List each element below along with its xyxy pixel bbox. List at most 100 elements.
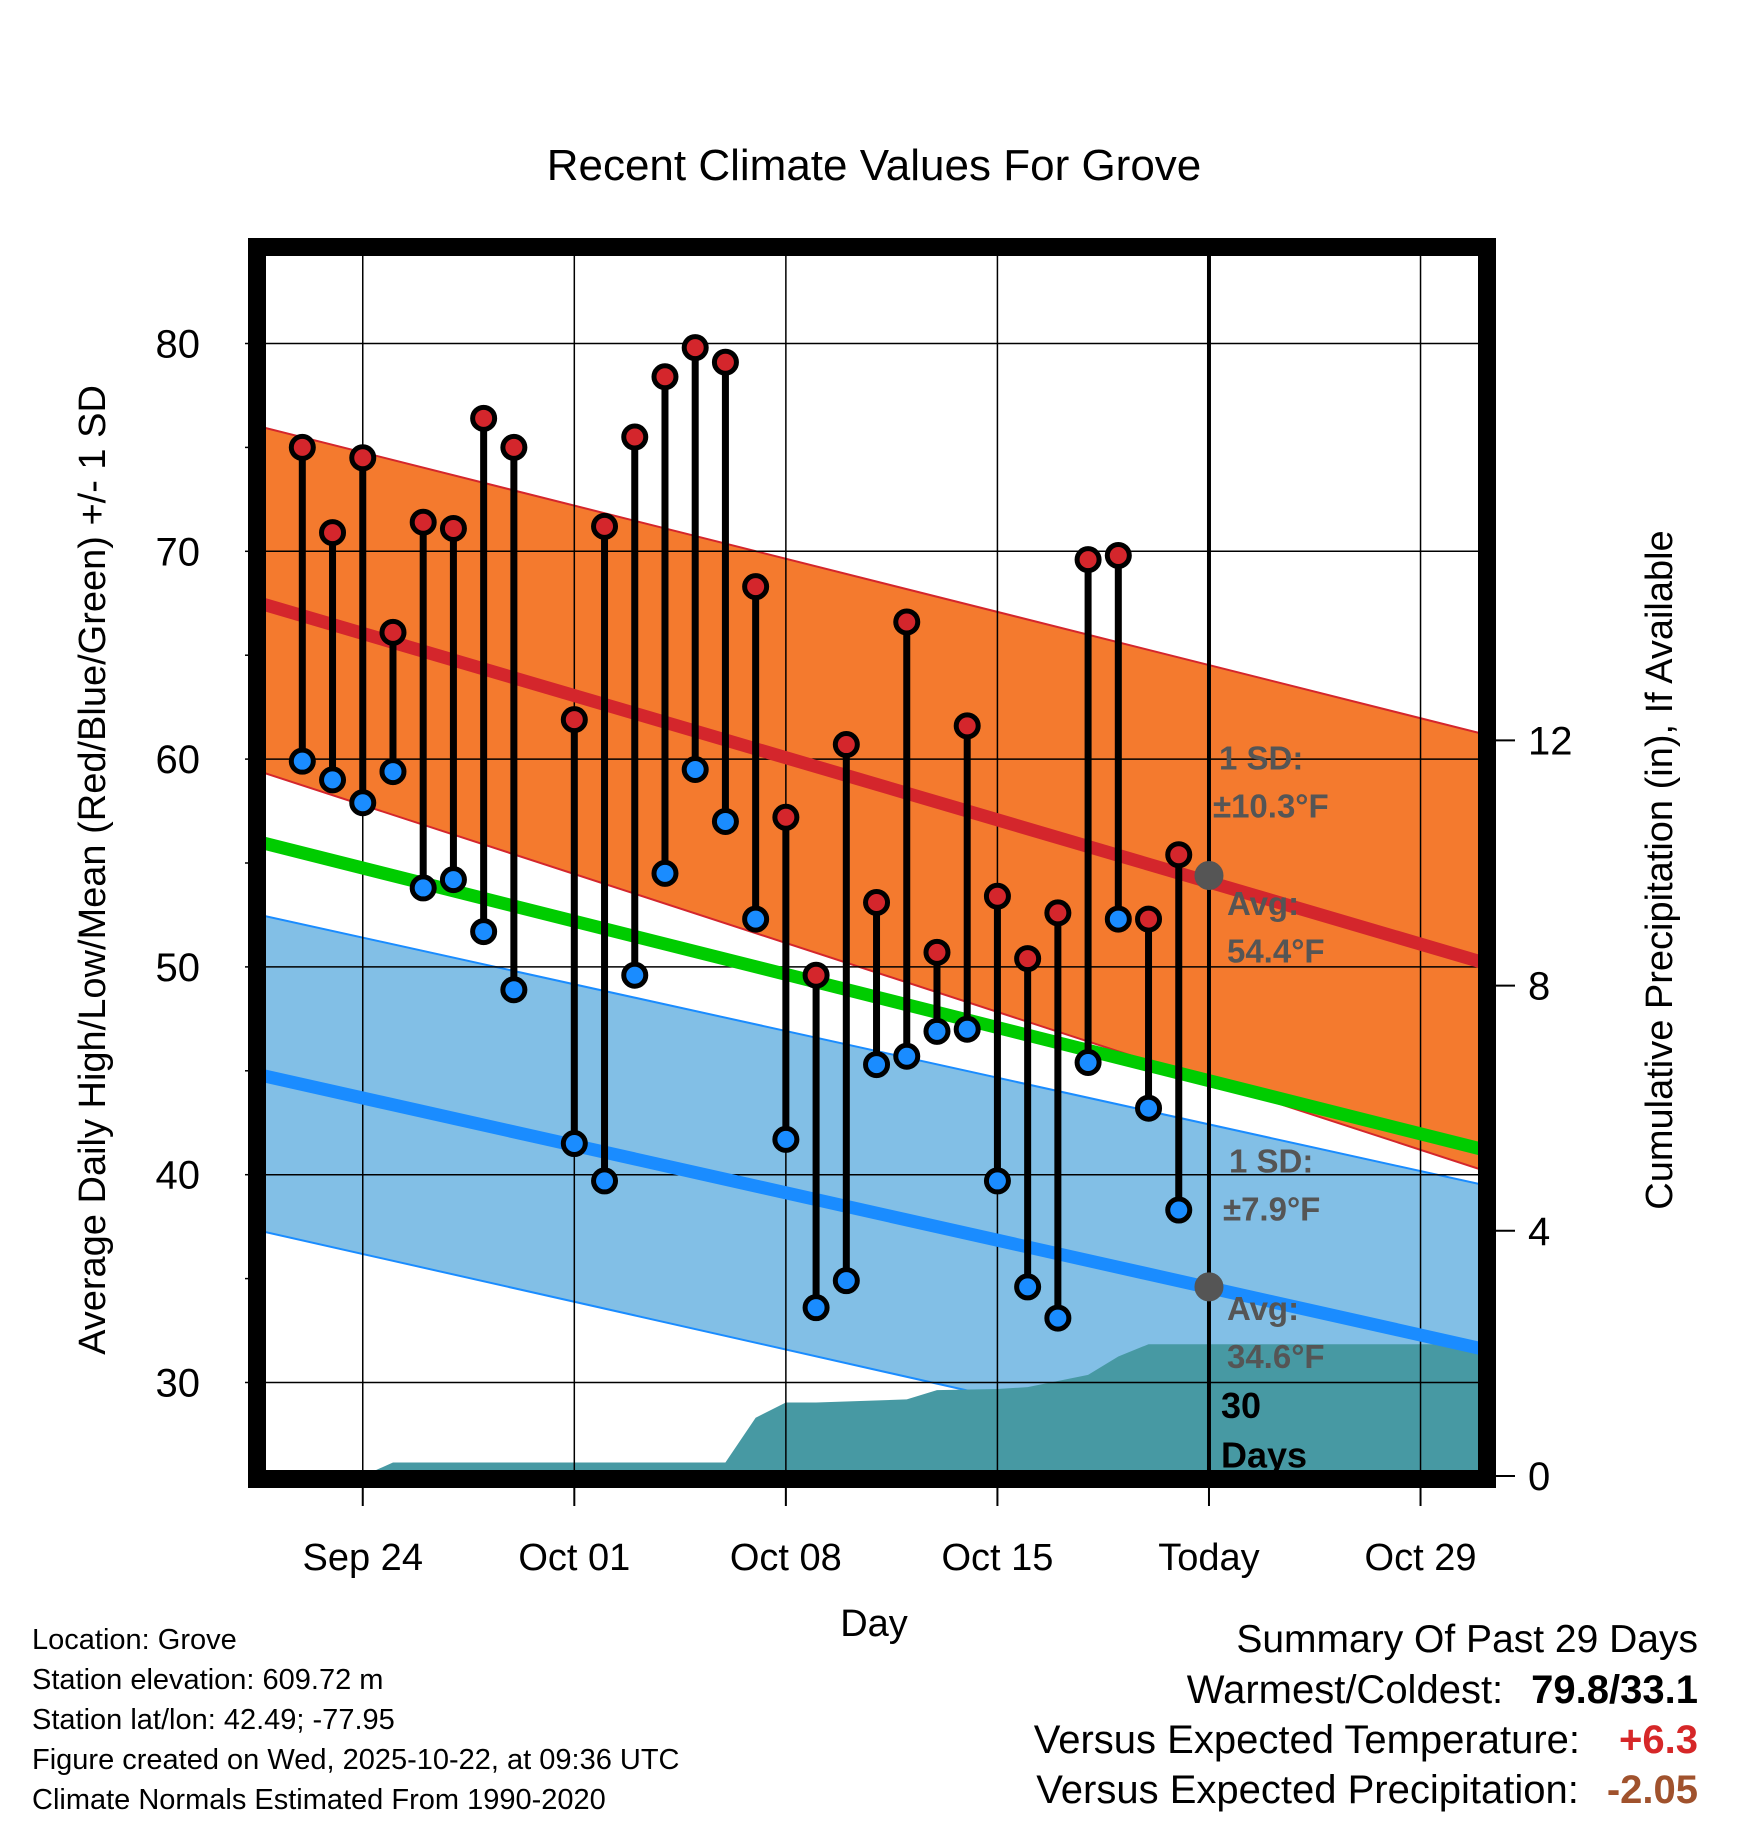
plot-frame: [248, 238, 1496, 1488]
low-avg-value: 34.6°F: [1227, 1338, 1325, 1375]
y-tick-label-left: 40: [156, 1154, 201, 1198]
summary-panel: Summary Of Past 29 Days Warmest/Coldest:…: [1034, 1615, 1698, 1815]
daily-high-point: [863, 888, 891, 916]
high-sd-upper-edge: [260, 425, 1484, 736]
daily-high-point: [621, 423, 649, 451]
daily-low-point: [832, 1267, 860, 1295]
daily-high-point: [772, 803, 800, 831]
daily-high-point: [681, 334, 709, 362]
x-tick-label: Sep 24: [303, 1537, 423, 1579]
y-tick-label-right: 8: [1528, 965, 1550, 1009]
daily-high-point: [1135, 905, 1163, 933]
high-avg-label: Avg:: [1227, 885, 1299, 922]
daily-low-point: [1135, 1094, 1163, 1122]
daily-high-point: [591, 512, 619, 540]
x-tick-label: Oct 29: [1365, 1537, 1477, 1579]
daily-low-point: [863, 1051, 891, 1079]
location-text: Location: Grove: [32, 1624, 237, 1656]
low-sd-value: ±7.9°F: [1223, 1190, 1320, 1227]
temp-value: +6.3: [1619, 1718, 1698, 1762]
low-normal-line: [260, 1068, 1484, 1356]
today-low-avg-marker: [1194, 1272, 1224, 1302]
daily-high-point: [711, 348, 739, 376]
daily-low-point: [1074, 1048, 1102, 1076]
y-tick-label-left: 60: [156, 738, 201, 782]
y-tick-label-left: 70: [156, 530, 201, 574]
daily-high-point: [953, 712, 981, 740]
y-tick-label-right: 0: [1528, 1455, 1550, 1499]
daily-high-point: [470, 404, 498, 432]
low-sd-label: 1 SD:: [1229, 1143, 1313, 1180]
window-days-number: 30: [1221, 1385, 1261, 1426]
daily-high-point: [439, 514, 467, 542]
daily-high-point: [651, 363, 679, 391]
daily-high-point: [1014, 945, 1042, 973]
daily-high-point: [560, 706, 588, 734]
station-info: Location: Grove Station elevation: 609.7…: [32, 1620, 680, 1820]
precip-value: -2.05: [1606, 1768, 1698, 1812]
warm-cold-value: 79.8/33.1: [1531, 1668, 1698, 1712]
daily-high-point: [923, 938, 951, 966]
daily-low-point: [560, 1130, 588, 1158]
precip-area: [260, 1344, 1484, 1476]
high-normal-line: [260, 597, 1484, 969]
daily-low-point: [651, 859, 679, 887]
daily-low-point: [923, 1017, 951, 1045]
daily-low-point: [470, 918, 498, 946]
daily-low-point: [1104, 905, 1132, 933]
warm-cold-label: Warmest/Coldest:: [1186, 1668, 1504, 1712]
daily-high-point: [1044, 899, 1072, 927]
summary-warm-cold-row: Warmest/Coldest: 79.8/33.1: [1034, 1665, 1698, 1715]
elevation-text: Station elevation: 609.72 m: [32, 1664, 384, 1696]
y-tick-label-left: 50: [156, 946, 201, 990]
daily-high-point: [983, 882, 1011, 910]
daily-low-point: [711, 807, 739, 835]
low-sd-band: [260, 914, 1484, 1476]
temp-label: Versus Expected Temperature:: [1033, 1718, 1580, 1762]
daily-low-point: [591, 1167, 619, 1195]
summary-precip-row: Versus Expected Precipitation: -2.05: [1034, 1765, 1698, 1815]
window-days-label: Days: [1221, 1435, 1307, 1476]
low-sd-upper-edge: [260, 913, 1484, 1187]
daily-high-point: [802, 961, 830, 989]
daily-low-point: [772, 1125, 800, 1153]
normals-text: Climate Normals Estimated From 1990-2020: [32, 1784, 606, 1816]
daily-low-point: [379, 758, 407, 786]
high-avg-value: 54.4°F: [1227, 933, 1325, 970]
daily-low-point: [953, 1015, 981, 1043]
y-tick-label-right: 12: [1528, 719, 1573, 763]
summary-title: Summary Of Past 29 Days: [1236, 1618, 1698, 1661]
daily-low-point: [983, 1167, 1011, 1195]
daily-high-point: [1165, 841, 1193, 869]
daily-high-point: [742, 573, 770, 601]
summary-temp-row: Versus Expected Temperature: +6.3: [1034, 1715, 1698, 1765]
y-tick-label-left: 80: [156, 323, 201, 367]
today-high-avg-marker: [1194, 860, 1224, 890]
y-tick-label-right: 4: [1528, 1210, 1550, 1254]
latlon-text: Station lat/lon: 42.49; -77.95: [32, 1704, 395, 1736]
daily-low-point: [1044, 1304, 1072, 1332]
daily-high-point: [1074, 546, 1102, 574]
daily-high-point: [349, 444, 377, 472]
x-tick-label: Today: [1158, 1537, 1259, 1579]
created-text: Figure created on Wed, 2025-10-22, at 09…: [32, 1744, 680, 1776]
daily-high-point: [500, 433, 528, 461]
daily-low-point: [621, 961, 649, 989]
y-axis-label-right: Cumulative Precipitation (in), If Availa…: [1639, 530, 1681, 1209]
mean-normal-line: [260, 835, 1484, 1157]
plot-area: [260, 250, 1484, 1476]
y-tick-label-left: 30: [156, 1361, 201, 1405]
daily-low-point: [349, 789, 377, 817]
daily-low-point: [893, 1042, 921, 1070]
daily-low-point: [439, 866, 467, 894]
daily-high-point: [319, 519, 347, 547]
daily-high-point: [1104, 541, 1132, 569]
x-tick-label: Oct 15: [941, 1537, 1053, 1579]
daily-low-point: [409, 874, 437, 902]
x-axis-label: Day: [840, 1603, 908, 1645]
daily-low-point: [319, 766, 347, 794]
daily-high-point: [288, 433, 316, 461]
daily-low-point: [500, 976, 528, 1004]
daily-low-point: [1165, 1196, 1193, 1224]
